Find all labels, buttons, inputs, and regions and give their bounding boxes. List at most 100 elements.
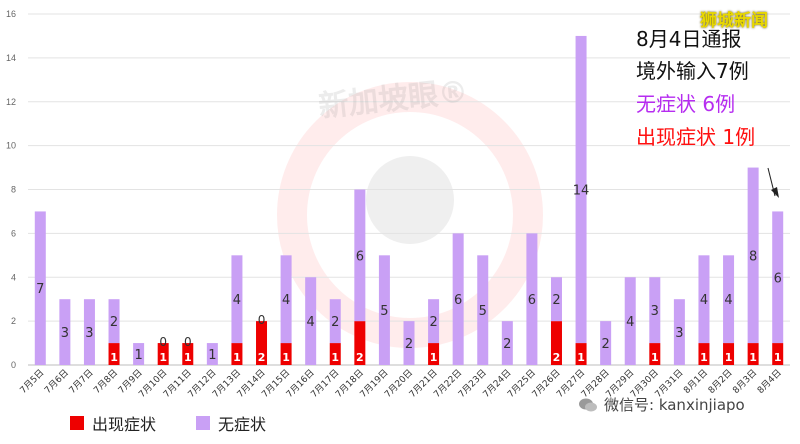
bar-symptomatic — [280, 343, 292, 365]
bar-asymptomatic — [526, 233, 538, 365]
bar-label-asymptomatic: 5 — [380, 304, 388, 319]
bar-label-asymptomatic: 2 — [552, 293, 560, 308]
bar-label-asymptomatic: 2 — [602, 337, 610, 352]
bar-label-asymptomatic: 6 — [774, 271, 782, 286]
bar-symptomatic — [354, 321, 366, 365]
bar-symptomatic — [649, 343, 661, 365]
bar-symptomatic — [157, 343, 169, 365]
bar-label-asymptomatic: 3 — [85, 326, 93, 341]
x-tick-label: 7月8日 — [92, 367, 121, 396]
watermark-logo-circle — [277, 82, 543, 348]
legend-label-symptomatic: 出现症状 — [92, 415, 157, 434]
y-tick-label: 14 — [6, 53, 16, 63]
bar-label-asymptomatic: 6 — [454, 293, 462, 308]
bar-symptomatic — [231, 343, 243, 365]
bar-symptomatic — [329, 343, 341, 365]
bar-asymptomatic — [83, 299, 95, 365]
bar-symptomatic — [550, 321, 562, 365]
bar-asymptomatic — [206, 343, 218, 365]
bar-asymptomatic — [501, 321, 513, 365]
bar-label-asymptomatic: 4 — [724, 293, 732, 308]
x-tick-label: 7月7日 — [67, 367, 96, 396]
bar-label-asymptomatic: 2 — [331, 315, 339, 330]
bar-symptomatic — [772, 343, 784, 365]
bar-label-symptomatic: 1 — [159, 351, 167, 364]
wechat-icon — [579, 398, 597, 411]
bar-symptomatic — [182, 343, 194, 365]
bar-asymptomatic — [305, 277, 317, 365]
bar-label-symptomatic: 2 — [258, 351, 266, 364]
bar-asymptomatic — [403, 321, 415, 365]
x-tick-label: 8月2日 — [706, 367, 735, 396]
bar-label-asymptomatic: 6 — [528, 293, 536, 308]
x-tick-label: 8月1日 — [681, 367, 710, 396]
bar-label-asymptomatic: 7 — [36, 282, 44, 297]
bar-asymptomatic — [428, 299, 440, 344]
bar-label-symptomatic: 1 — [233, 351, 241, 364]
source-logo: 狮城新闻 — [700, 11, 768, 31]
bar-label-asymptomatic: 6 — [356, 249, 364, 264]
annotation-arrow — [767, 167, 779, 198]
y-tick-label: 0 — [11, 360, 16, 370]
annotation-date: 8月4日通报 — [636, 27, 742, 51]
bar-label-asymptomatic: 1 — [134, 348, 142, 363]
chart-legend: 出现症状 无症状 — [70, 411, 306, 435]
bar-asymptomatic — [452, 233, 464, 365]
bar-label-symptomatic: 2 — [356, 351, 364, 364]
bar-label-asymptomatic: 4 — [700, 293, 708, 308]
bar-asymptomatic — [231, 255, 243, 344]
bar-asymptomatic — [550, 277, 562, 322]
bar-asymptomatic — [378, 255, 390, 365]
x-tick-label: 7月5日 — [18, 367, 47, 396]
bar-label-symptomatic: 1 — [110, 351, 118, 364]
bar-label-asymptomatic: 1 — [208, 348, 216, 363]
bar-label-symptomatic: 1 — [331, 351, 339, 364]
bar-label-symptomatic: 1 — [651, 351, 659, 364]
bar-label-asymptomatic: 2 — [110, 315, 118, 330]
legend-label-asymptomatic: 无症状 — [218, 415, 267, 434]
bar-asymptomatic — [108, 299, 120, 344]
bar-label-symptomatic: 1 — [700, 351, 708, 364]
y-tick-label: 4 — [11, 272, 16, 282]
wechat-id: 微信号: kanxinjiapo — [578, 394, 745, 415]
bar-label-asymptomatic: 4 — [282, 293, 290, 308]
bar-label-symptomatic: 1 — [184, 351, 192, 364]
bar-label-asymptomatic: 14 — [573, 184, 590, 199]
bar-asymptomatic — [673, 299, 685, 365]
bar-label-symptomatic: 1 — [430, 351, 438, 364]
bar-label-asymptomatic: 3 — [675, 326, 683, 341]
bar-asymptomatic — [575, 35, 587, 344]
bar-asymptomatic — [772, 211, 784, 344]
bar-label-asymptomatic: 0 — [184, 335, 192, 349]
bar-asymptomatic — [600, 321, 612, 365]
bar-asymptomatic — [329, 299, 341, 344]
bar-label-asymptomatic: 2 — [429, 315, 437, 330]
legend-item-asymptomatic: 无症状 — [196, 411, 266, 435]
bar-asymptomatic — [649, 277, 661, 344]
bar-symptomatic — [575, 343, 587, 365]
x-tick-label: 7月6日 — [42, 367, 71, 396]
legend-swatch-symptomatic — [70, 416, 84, 430]
bar-asymptomatic — [723, 255, 735, 344]
y-tick-label: 2 — [11, 316, 16, 326]
bar-label-symptomatic: 1 — [749, 351, 757, 364]
bar-label-symptomatic: 1 — [577, 351, 585, 364]
bar-label-symptomatic: 1 — [774, 351, 782, 364]
wechat-id-text: 微信号: kanxinjiapo — [604, 396, 745, 414]
bar-asymptomatic — [747, 167, 759, 344]
bar-label-asymptomatic: 4 — [626, 315, 634, 330]
bar-label-asymptomatic: 3 — [61, 326, 69, 341]
bar-label-asymptomatic: 8 — [749, 249, 757, 264]
bar-asymptomatic — [477, 255, 489, 365]
annotation-symptomatic: 出现症状 1例 — [636, 125, 756, 149]
bar-label-symptomatic: 2 — [553, 351, 561, 364]
bar-symptomatic — [723, 343, 735, 365]
bar-label-asymptomatic: 2 — [405, 337, 413, 352]
bar-symptomatic — [698, 343, 710, 365]
bar-label-asymptomatic: 5 — [479, 304, 487, 319]
bar-asymptomatic — [133, 343, 145, 365]
y-tick-label: 10 — [6, 141, 16, 151]
bar-symptomatic — [428, 343, 440, 365]
bar-label-asymptomatic: 3 — [651, 304, 659, 319]
y-tick-label: 8 — [11, 185, 16, 195]
